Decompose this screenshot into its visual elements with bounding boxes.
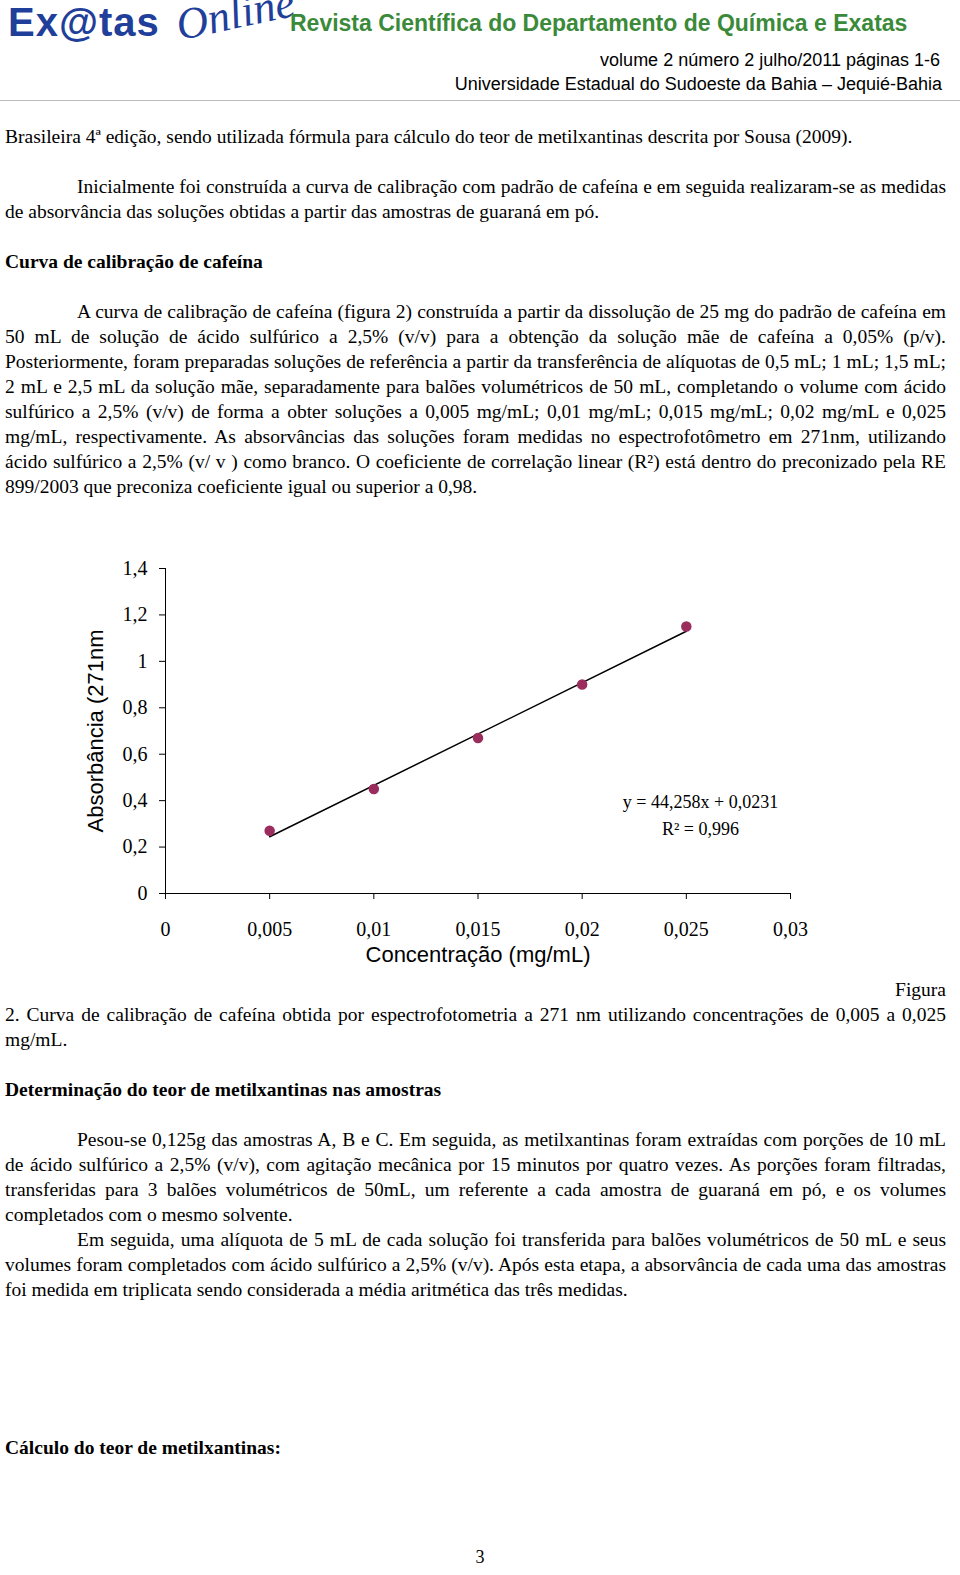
- html-text:2. Curva de calibração de cafe: 2. Curva de calibração de cafeína obtida…: [5, 1004, 946, 1050]
- html-text:A curva de calibração de cafeí: A curva de calibração de cafeína (figura…: [5, 301, 946, 497]
- svg-text:0,2: 0,2: [123, 835, 148, 857]
- svg-text:0,015: 0,015: [456, 918, 501, 940]
- svg-text:0,02: 0,02: [565, 918, 600, 940]
- svg-text:0,01: 0,01: [356, 918, 391, 940]
- html-text:3: 3: [475, 1547, 485, 1567]
- html-text:Figura: Figura: [895, 979, 946, 1000]
- svg-text:1,2: 1,2: [123, 603, 148, 625]
- html-text:Determinação do teor de metilx: Determinação do teor de metilxantinas na…: [5, 1079, 442, 1100]
- svg-text:0,4: 0,4: [123, 789, 148, 811]
- svg-text:0,6: 0,6: [123, 743, 148, 765]
- svg-text:0,8: 0,8: [123, 696, 148, 718]
- svg-text:Absorbância (271nm: Absorbância (271nm: [83, 629, 108, 832]
- svg-text:1: 1: [138, 650, 148, 672]
- html-text:Brasileira 4ª edição, sendo ut: Brasileira 4ª edição, sendo utilizada fó…: [5, 126, 853, 147]
- svg-text:1,4: 1,4: [123, 557, 148, 579]
- html-text:Em seguida, uma alíquota de 5: Em seguida, uma alíquota de 5 mL de cada…: [5, 1229, 946, 1300]
- svg-text:y = 44,258x + 0,0231: y = 44,258x + 0,0231: [623, 792, 778, 812]
- html-text:Cálculo do teor de metilxantin: Cálculo do teor de metilxantinas:: [5, 1437, 281, 1458]
- html-text:Pesou-se 0,125g das amostras A: Pesou-se 0,125g das amostras A, B e C. E…: [5, 1129, 946, 1225]
- html-text:Universidade Estadual do Sudoe: Universidade Estadual do Sudoeste da Bah…: [454, 74, 942, 94]
- html-text:Curva de calibração de cafeína: Curva de calibração de cafeína: [5, 251, 263, 272]
- svg-text:0: 0: [138, 882, 148, 904]
- html-text:Revista Científica do Departam: Revista Científica do Departamento de Qu…: [290, 10, 908, 36]
- html-text:volume 2 número 2 julho/2011 p: volume 2 número 2 julho/2011 páginas 1-6: [600, 50, 940, 70]
- svg-text:Concentração (mg/mL): Concentração (mg/mL): [366, 942, 591, 967]
- svg-text:R² = 0,996: R² = 0,996: [662, 819, 739, 839]
- html-text:Inicialmente foi construída a: Inicialmente foi construída a curva de c…: [5, 176, 946, 222]
- svg-text:0,025: 0,025: [664, 918, 709, 940]
- html-text:Ex@tas: Ex@tas: [8, 0, 160, 44]
- svg-text:0: 0: [161, 918, 171, 940]
- svg-text:0,005: 0,005: [247, 918, 292, 940]
- svg-text:0,03: 0,03: [773, 918, 808, 940]
